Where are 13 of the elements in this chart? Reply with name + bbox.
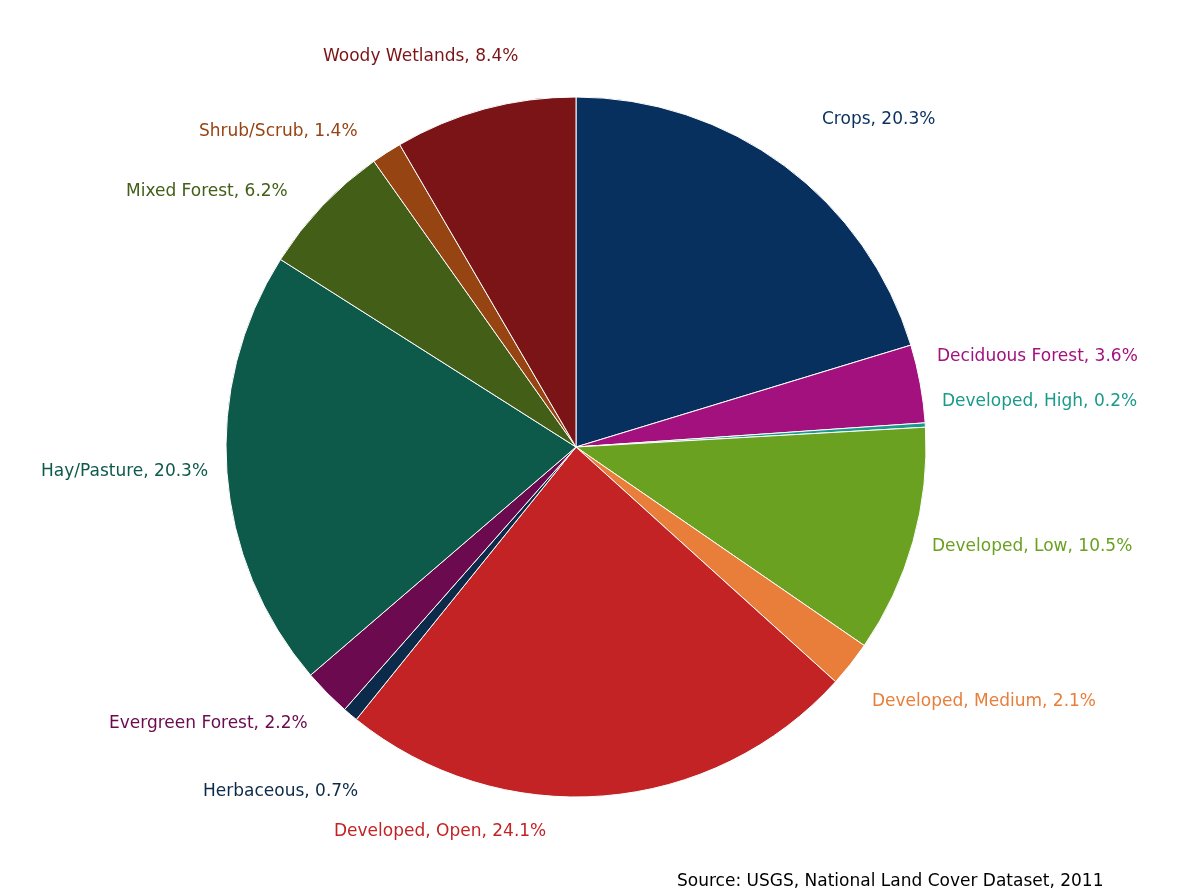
slice-label: Developed, High, 0.2% [942, 390, 1138, 410]
slice-label: Hay/Pasture, 20.3% [41, 460, 209, 480]
slice-label: Crops, 20.3% [822, 108, 936, 128]
slice-label: Shrub/Scrub, 1.4% [199, 120, 358, 140]
slice-label: Mixed Forest, 6.2% [126, 180, 288, 200]
slice-label: Herbaceous, 0.7% [203, 780, 359, 800]
slice-label: Developed, Medium, 2.1% [872, 690, 1097, 710]
slice-label: Woody Wetlands, 8.4% [323, 45, 519, 65]
slice-label: Developed, Low, 10.5% [932, 535, 1133, 555]
slice-label: Evergreen Forest, 2.2% [109, 712, 308, 732]
slice-label: Deciduous Forest, 3.6% [937, 345, 1138, 365]
source-note: Source: USGS, National Land Cover Dataset, 2011 [677, 870, 1104, 890]
slice-label: Developed, Open, 24.1% [334, 820, 547, 840]
